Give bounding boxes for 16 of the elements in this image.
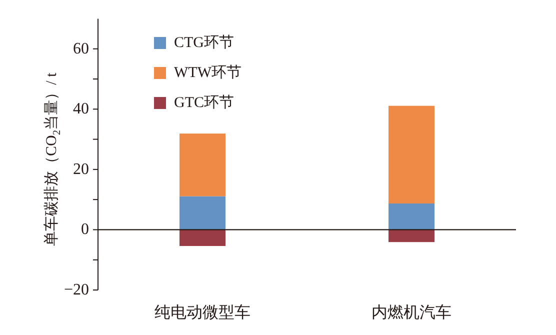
bar bbox=[388, 230, 434, 242]
x-tick-label: 纯电动微型车 bbox=[154, 304, 250, 322]
y-tick-label: 0 bbox=[81, 221, 89, 238]
bar bbox=[180, 230, 226, 246]
x-tick-label: 内燃机汽车 bbox=[372, 304, 452, 322]
y-tick-label: 60 bbox=[73, 40, 89, 58]
y-tick-label: 20 bbox=[73, 160, 89, 178]
legend-label: GTC环节 bbox=[174, 94, 234, 111]
y-tick-label: 40 bbox=[73, 100, 89, 118]
bar bbox=[180, 196, 226, 230]
legend-label: CTG环节 bbox=[174, 34, 234, 51]
y-tick-label: −20 bbox=[64, 282, 89, 298]
bar bbox=[180, 134, 226, 196]
bar bbox=[388, 106, 434, 204]
legend-label: WTW环节 bbox=[174, 64, 242, 81]
bar bbox=[388, 203, 434, 230]
